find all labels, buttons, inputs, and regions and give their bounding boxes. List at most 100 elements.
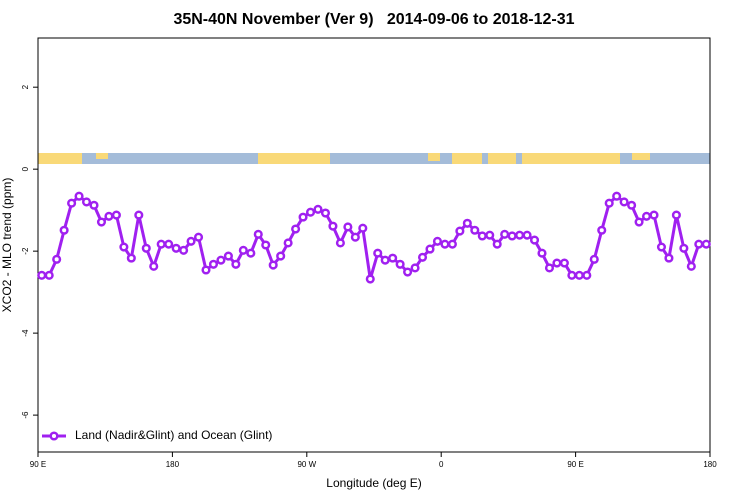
data-point — [193, 232, 204, 242]
y-tick-label: -2 — [21, 247, 30, 255]
x-axis-label: Longitude (deg E) — [326, 476, 421, 490]
x-tick-label: 90 W — [297, 460, 316, 469]
data-point — [664, 253, 674, 263]
data-point — [627, 200, 637, 210]
data-point — [89, 200, 99, 210]
y-tick-label: -4 — [21, 329, 30, 337]
data-point — [52, 254, 62, 264]
data-point — [612, 191, 622, 201]
data-point — [141, 243, 151, 253]
y-tick-label: 0 — [21, 166, 30, 171]
data-point — [656, 242, 667, 252]
data-point — [634, 217, 644, 227]
x-tick-label: 180 — [703, 460, 717, 469]
data-point — [67, 198, 77, 208]
data-point — [134, 210, 144, 220]
data-point — [37, 270, 47, 280]
x-tick-label: 180 — [166, 460, 180, 469]
data-point — [335, 238, 345, 248]
data-point — [425, 244, 435, 254]
data-point — [59, 225, 69, 235]
legend-label: Land (Nadir&Glint) and Ocean (Glint) — [75, 428, 272, 442]
data-point — [373, 248, 383, 258]
data-point — [403, 267, 413, 277]
data-point — [604, 198, 614, 208]
data-point — [171, 243, 181, 253]
data-point — [686, 261, 696, 271]
y-tick-label: 2 — [21, 84, 30, 89]
data-point — [380, 255, 390, 265]
data-point — [477, 231, 487, 241]
data-point — [462, 218, 472, 228]
data-point — [544, 263, 555, 273]
data-point — [164, 239, 174, 249]
data-point — [589, 254, 599, 264]
data-point — [104, 211, 114, 221]
data-point — [574, 270, 584, 280]
data-point — [186, 236, 196, 246]
data-point — [208, 259, 219, 269]
data-point — [111, 210, 121, 220]
data-point — [410, 263, 420, 273]
data-point — [350, 232, 360, 242]
plot-frame — [37, 37, 711, 453]
data-point — [291, 224, 301, 234]
data-point — [313, 204, 323, 214]
data-point — [492, 239, 502, 249]
data-point — [119, 242, 129, 252]
y-axis-label: XCO2 - MLO trend (ppm) — [0, 178, 14, 313]
data-point — [246, 248, 256, 258]
data-point — [500, 229, 510, 239]
y-tick-label: -6 — [21, 411, 30, 419]
data-point — [701, 239, 711, 249]
data-point — [485, 230, 495, 240]
data-point — [320, 208, 331, 218]
data-point — [417, 252, 428, 262]
data-point — [283, 238, 293, 248]
data-point — [238, 245, 248, 255]
data-point — [529, 235, 540, 245]
data-point — [559, 258, 569, 268]
data-point — [552, 258, 562, 268]
data-point — [567, 270, 577, 280]
x-tick-label: 0 — [439, 460, 444, 469]
data-point — [223, 251, 233, 261]
data-point — [515, 230, 525, 240]
legend-marker — [49, 431, 59, 441]
data-point — [679, 243, 689, 253]
data-point — [432, 236, 443, 246]
data-point — [328, 221, 338, 231]
data-point — [156, 239, 166, 249]
data-point — [74, 191, 84, 201]
data-point — [694, 239, 704, 249]
data-point — [253, 229, 263, 239]
data-point — [358, 223, 368, 233]
data-point — [179, 245, 189, 255]
data-point — [537, 248, 547, 258]
data-point — [81, 197, 92, 207]
data-point — [582, 270, 592, 280]
x-tick-label: 90 E — [567, 460, 583, 469]
data-point — [298, 212, 308, 222]
data-point — [126, 253, 136, 263]
x-tick-label: 90 E — [30, 460, 46, 469]
data-point — [507, 231, 517, 241]
data-point — [305, 207, 316, 217]
data-point — [261, 240, 271, 250]
data-point — [649, 210, 659, 220]
data-point — [619, 197, 629, 207]
data-point — [522, 230, 532, 240]
chart-title: 35N-40N November (Ver 9) 2014-09-06 to 2… — [173, 11, 574, 28]
data-point — [231, 259, 241, 269]
data-point — [470, 225, 480, 235]
data-point — [96, 217, 107, 227]
data-point — [440, 239, 450, 249]
data-point — [216, 255, 226, 265]
data-point — [44, 270, 54, 280]
data-point — [597, 225, 607, 235]
data-point — [268, 260, 278, 270]
data-point — [455, 226, 465, 236]
data-point — [671, 210, 681, 220]
data-point — [149, 261, 159, 271]
